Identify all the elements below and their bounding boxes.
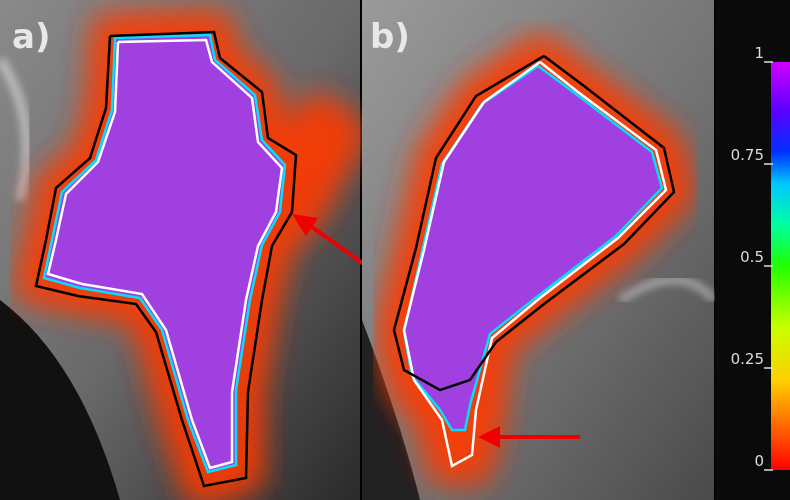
colorbar: 1 0.75 0.5 0.25 0 (715, 0, 790, 500)
colorbar-gradient (771, 62, 790, 470)
colorbar-tick-label: 0.5 (740, 248, 764, 266)
page: a) b) 10.750.50.250 (() => { const data … (0, 0, 790, 500)
colorbar-tick-label: 1 (754, 44, 764, 62)
figure: a) b) 1 0.75 0.5 0.25 0 (0, 0, 790, 500)
colorbar-tick-label: 0.25 (731, 350, 764, 368)
colorbar-tick-label: 0 (754, 452, 764, 470)
panel-b: b) (362, 0, 714, 500)
panel-label: b) (370, 17, 410, 57)
panel-a: a) (0, 0, 365, 500)
colorbar-tick-label: 0.75 (731, 146, 764, 164)
panel-label: a) (12, 17, 50, 57)
